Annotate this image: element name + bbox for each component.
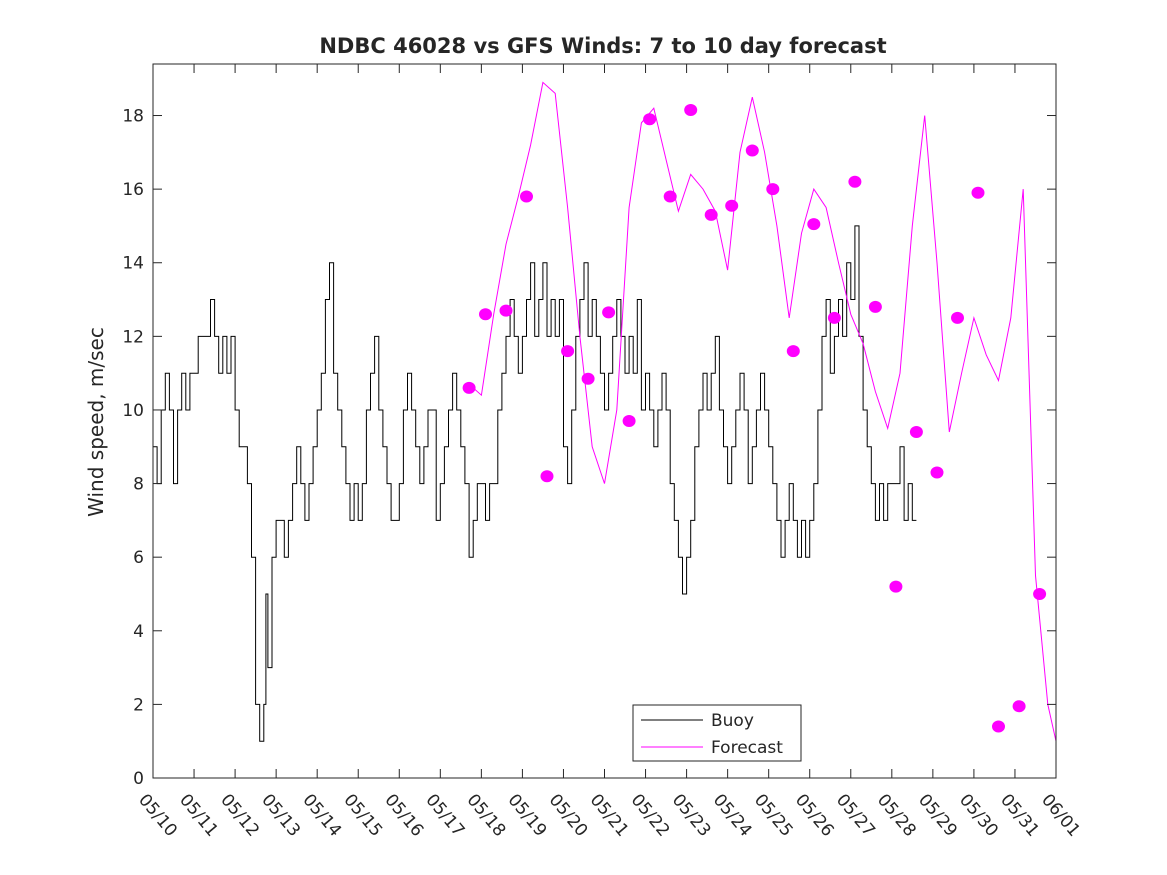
x-tick-label: 05/18: [463, 790, 510, 840]
forecast-point: [663, 190, 677, 203]
forecast-point: [462, 381, 476, 394]
x-tick-label: 05/14: [298, 790, 345, 840]
forecast-point: [643, 113, 657, 126]
plot-area: [153, 81, 1057, 742]
forecast-point: [622, 415, 636, 427]
forecast-point: [951, 311, 964, 324]
x-tick-label: 05/11: [175, 790, 222, 840]
forecast-point: [766, 183, 780, 196]
forecast-point: [745, 144, 759, 157]
y-tick-label: 12: [122, 327, 144, 347]
forecast-point: [520, 190, 533, 203]
y-tick-label: 14: [122, 254, 144, 274]
y-axis-label: Wind speed, m/sec: [84, 327, 108, 517]
forecast-point: [848, 175, 862, 188]
x-tick-label: 05/15: [339, 790, 386, 840]
forecast-point: [909, 426, 923, 438]
y-tick-label: 8: [133, 475, 144, 495]
forecast-point: [499, 304, 513, 317]
legend-box: [632, 704, 802, 762]
forecast-point: [786, 345, 800, 358]
x-tick-label: 05/27: [832, 790, 879, 840]
axes-box: [152, 63, 1057, 779]
legend: Buoy Forecast: [632, 704, 802, 762]
x-tick-label: 05/23: [668, 790, 715, 840]
forecast-point: [827, 311, 841, 324]
y-tick-label: 0: [133, 769, 144, 789]
forecast-point: [971, 186, 985, 199]
x-tick-label: 05/10: [134, 790, 181, 840]
forecast-point: [930, 466, 944, 479]
forecast-point: [704, 208, 718, 221]
forecast-point: [602, 306, 616, 319]
x-tick-label: 05/25: [750, 790, 797, 840]
forecast-point: [581, 372, 595, 385]
chart-title: NDBC 46028 vs GFS Winds: 7 to 10 day for…: [319, 34, 886, 58]
x-tick-label: 05/19: [504, 790, 551, 840]
x-tick-label: 05/17: [421, 790, 468, 840]
forecast-point: [1033, 588, 1047, 600]
x-tick-label: 05/31: [996, 790, 1043, 840]
legend-label: Forecast: [711, 738, 783, 758]
forecast-point: [684, 104, 698, 116]
forecast-point: [992, 720, 1005, 733]
x-tick-label: 05/13: [257, 790, 304, 840]
x-tick-label: 05/26: [791, 790, 838, 840]
forecast-point: [889, 580, 903, 593]
x-tick-label: 05/29: [914, 790, 961, 840]
axes: 0 2 4 6 8 10 12 14 16 18 05/1005/1105/1205/1305/14…: [122, 63, 1084, 841]
x-tick-label: 05/30: [955, 790, 1002, 840]
y-tick-label: 10: [122, 401, 144, 421]
forecast-point: [725, 199, 739, 212]
forecast-point: [868, 300, 882, 313]
series-line-buoy: [153, 225, 917, 742]
legend-label: Buoy: [711, 711, 754, 731]
y-tick-label: 18: [122, 107, 144, 127]
x-tick-label: 05/12: [216, 790, 263, 840]
x-tick-label: 05/16: [380, 790, 427, 840]
y-tick-label: 16: [122, 180, 144, 200]
y-tick-label: 6: [133, 548, 144, 568]
x-tick-label: 05/28: [873, 790, 920, 840]
x-tick-label: 05/24: [709, 790, 756, 840]
forecast-point: [479, 308, 492, 321]
forecast-point: [540, 470, 554, 483]
x-tick-label: 05/22: [627, 790, 674, 840]
series-line-forecast: [472, 81, 1057, 742]
forecast-point: [561, 345, 575, 358]
y-tick-label: 2: [133, 695, 144, 715]
x-tick-label: 05/21: [586, 790, 633, 840]
forecast-point: [1012, 700, 1026, 713]
x-tick-label: 05/20: [545, 790, 592, 840]
y-tick-label: 4: [133, 622, 144, 642]
forecast-point: [807, 218, 821, 231]
x-tick-label: 06/01: [1037, 790, 1084, 840]
